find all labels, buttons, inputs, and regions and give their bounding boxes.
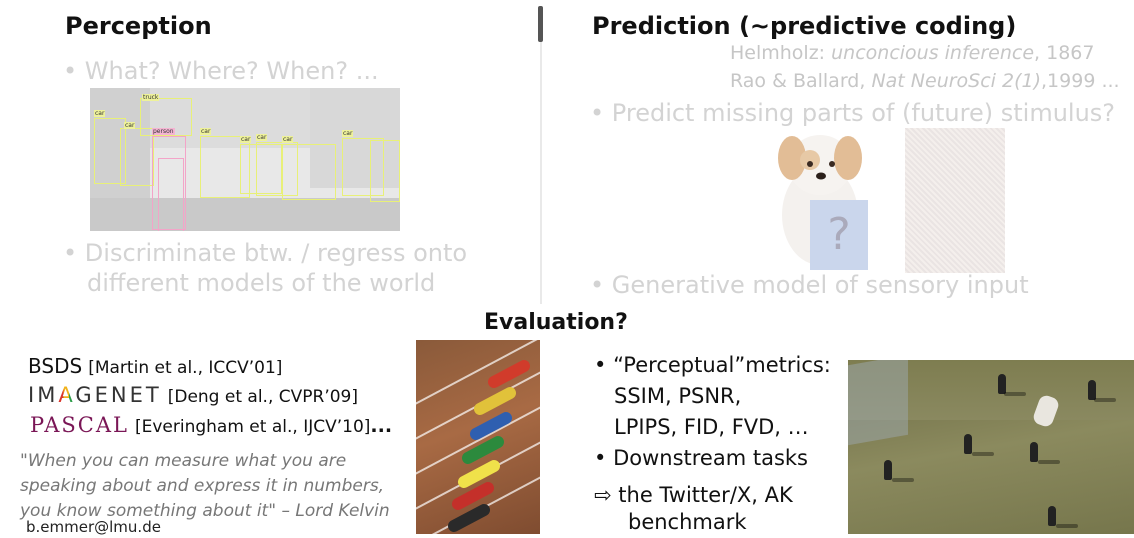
bullet-dot: • (590, 271, 605, 299)
street-detection-image: car truck person car car car car car car (90, 88, 400, 231)
sprint-start-photo (416, 340, 540, 534)
quote-line-2: speaking about and express it in numbers… (20, 476, 385, 496)
scene-label-2: truck (142, 94, 160, 101)
bullet-dot: • (594, 446, 607, 470)
dataset-imagenet: IMAGENET [Deng et al., CVPR’09] (28, 383, 358, 409)
prediction-bullet-1: • Predict missing parts of (future) stim… (590, 98, 1115, 128)
downstream-tasks: Downstream tasks (613, 446, 808, 470)
prediction-bullet-2-text: Generative model of sensory input (611, 271, 1029, 299)
bsds-logo: BSDS (28, 354, 83, 378)
bullet-dot: • (594, 353, 607, 377)
column-divider-handle (538, 6, 543, 42)
kelvin-quote: "When you can measure what you are speak… (20, 449, 390, 524)
imagenet-citation: [Deng et al., CVPR’09] (167, 387, 358, 407)
ref1-title: unconcious inference (831, 42, 1035, 64)
scene-label-4: person (152, 128, 175, 135)
aerial-video-frame (848, 360, 1134, 534)
scene-label-1: car (94, 110, 106, 117)
prediction-bullet-1-text: Predict missing parts of (future) stimul… (611, 99, 1116, 127)
missing-part-box: ? (810, 200, 868, 270)
imagenet-logo: IMAGENET (28, 383, 162, 407)
twitter-benchmark: ⇨ the Twitter/X, AK benchmark (594, 480, 793, 538)
prediction-heading: Prediction (~predictive coding) (592, 12, 1017, 40)
metrics-line-1: SSIM, PSNR, (614, 384, 742, 408)
puppy-images: ? (760, 120, 1010, 280)
reference-helmholz: Helmholz: unconcious inference, 1867 (730, 42, 1094, 64)
noisy-puppy-image (905, 128, 1005, 273)
scene-label-10: car (200, 128, 212, 135)
perception-bullet-2: • Discriminate btw. / regress onto diffe… (63, 238, 467, 298)
pascal-logo: PASCAL (30, 413, 129, 437)
ref1-year: , 1867 (1034, 42, 1095, 64)
author-email: b.emmer@lmu.de (26, 518, 161, 536)
perception-bullet-2-line-1: Discriminate btw. / regress onto (84, 239, 468, 267)
ref1-author: Helmholz: (730, 42, 832, 64)
bullet-dot: • (63, 239, 78, 267)
prediction-bullet-2: • Generative model of sensory input (590, 270, 1029, 300)
twitter-line-2: benchmark (628, 510, 747, 534)
perception-heading: Perception (65, 12, 212, 40)
dataset-pascal: PASCAL [Everingham et al., IJCV’10]... (30, 413, 392, 439)
evaluation-heading: Evaluation? (484, 310, 628, 335)
reference-rao-ballard: Rao & Ballard, Nat NeuroSci 2(1),1999 ..… (730, 70, 1120, 92)
ref2-journal: Nat NeuroSci 2(1) (871, 70, 1042, 92)
ref2-year: ,1999 ... (1041, 70, 1120, 92)
metrics-line-2: LPIPS, FID, FVD, … (614, 415, 809, 439)
eval-metrics-bullet: • “Perceptual”metrics: SSIM, PSNR, LPIPS… (594, 350, 831, 474)
bullet-dot: • (63, 57, 78, 85)
imagenet-a-glyph: A (58, 383, 76, 407)
pascal-citation: [Everingham et al., IJCV’10] (134, 417, 371, 437)
perception-bullet-1-text: What? Where? When? ... (84, 57, 379, 85)
perception-bullet-2-line-2: different models of the world (87, 269, 436, 297)
twitter-line-1: the Twitter/X, AK (618, 483, 793, 507)
bsds-citation: [Martin et al., ICCV’01] (88, 358, 283, 378)
scene-label-9: car (282, 136, 294, 143)
column-divider-line (540, 42, 542, 304)
metrics-title: “Perceptual”metrics: (613, 353, 831, 377)
scene-label-7: car (124, 122, 136, 129)
quote-line-1: "When you can measure what you are (20, 451, 347, 471)
scene-label-5: car (256, 134, 268, 141)
arrow-icon: ⇨ (594, 483, 612, 507)
quote-line-3: you know something about it" – Lord Kelv… (20, 501, 390, 521)
perception-bullet-1: • What? Where? When? ... (63, 56, 379, 86)
dataset-bsds: BSDS [Martin et al., ICCV’01] (28, 354, 282, 380)
bullet-dot: • (590, 99, 605, 127)
scene-label-8: car (240, 136, 252, 143)
scene-label-6: car (342, 130, 354, 137)
ref2-author: Rao & Ballard, (730, 70, 872, 92)
datasets-ellipsis: ... (370, 415, 393, 437)
